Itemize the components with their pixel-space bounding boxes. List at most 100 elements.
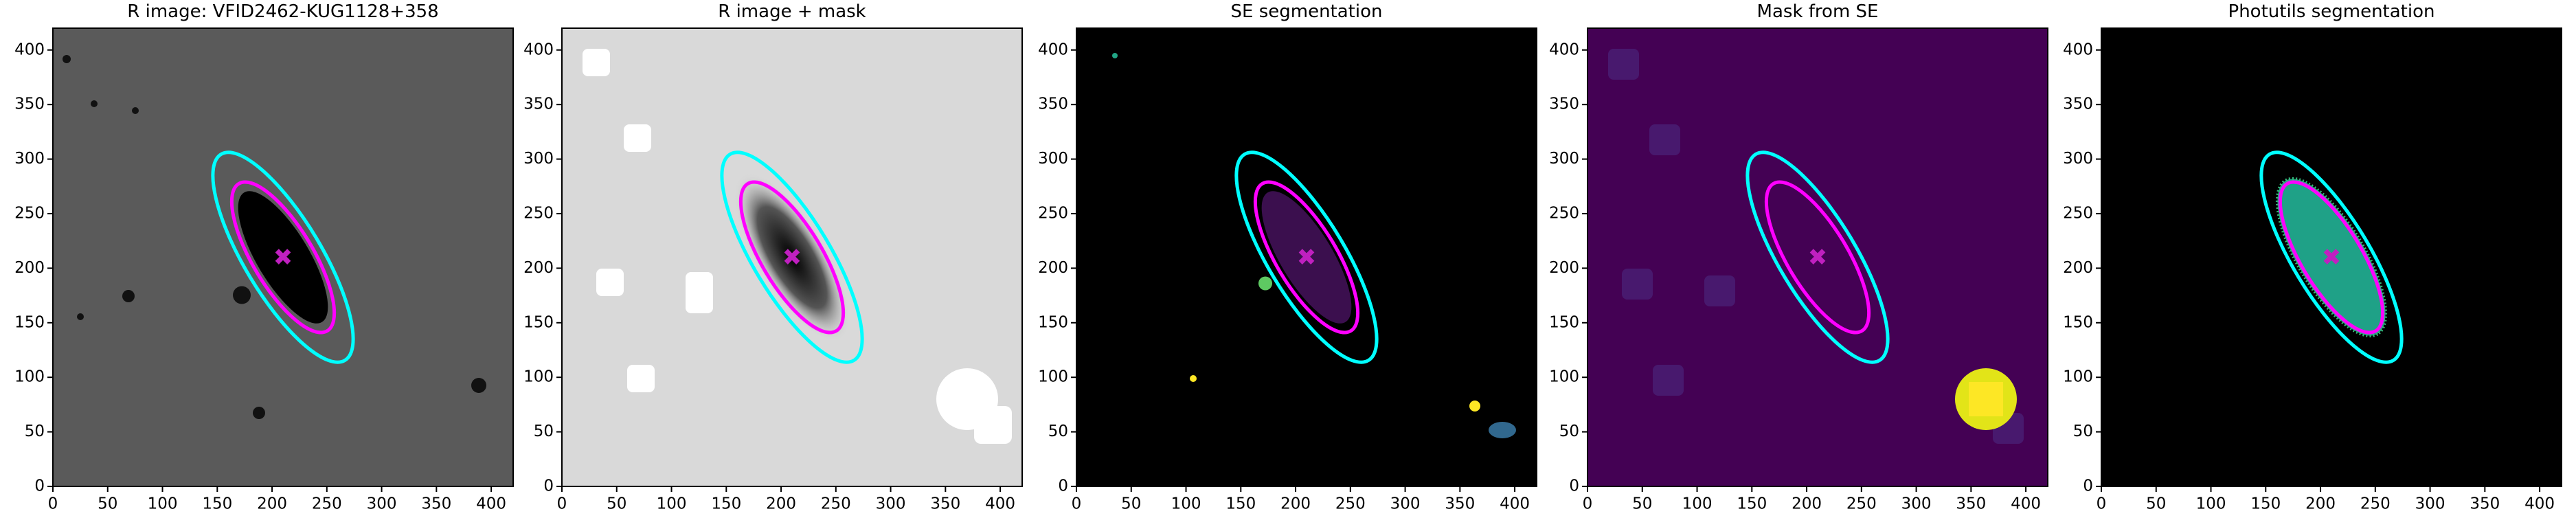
x-tick-label: 150 xyxy=(1737,495,1767,513)
galaxy xyxy=(238,191,328,324)
x-tick-label: 400 xyxy=(985,495,1015,513)
panel-title: SE segmentation xyxy=(1231,1,1383,22)
axes-frame xyxy=(561,27,1023,487)
cyan-ellipse xyxy=(1234,150,1379,364)
cyan-ellipse xyxy=(211,150,355,364)
mask-square xyxy=(1649,124,1680,155)
x-tick-label: 0 xyxy=(1072,495,1082,513)
x-tick-label: 200 xyxy=(2305,495,2336,513)
mask-square xyxy=(686,286,713,313)
mask-square xyxy=(583,49,610,76)
segment xyxy=(1258,276,1272,291)
x-tick-label: 300 xyxy=(876,495,906,513)
segment xyxy=(1261,191,1352,324)
magenta-ellipse xyxy=(2278,180,2385,335)
axes-frame xyxy=(1076,27,1537,487)
axes-frame xyxy=(2101,27,2562,487)
center-marker: ✖ xyxy=(1808,244,1828,271)
x-tick-label: 350 xyxy=(2470,495,2500,513)
x-tick-label: 0 xyxy=(557,495,567,513)
y-tick-label: 300 xyxy=(2063,150,2093,168)
y-tick-label: 400 xyxy=(1549,41,1579,58)
x-tick-label: 100 xyxy=(148,495,178,513)
y-tick-label: 400 xyxy=(2063,41,2093,58)
star xyxy=(122,290,135,302)
mask-square xyxy=(1608,49,1639,80)
star xyxy=(91,100,98,107)
center-marker: ✖ xyxy=(1297,244,1317,271)
x-tick-label: 300 xyxy=(1390,495,1421,513)
x-tick-label: 250 xyxy=(821,495,851,513)
y-tick-label: 150 xyxy=(14,313,45,331)
y-tick-label: 100 xyxy=(523,368,554,386)
y-tick-label: 100 xyxy=(1549,368,1579,386)
y-tick-label: 250 xyxy=(2063,204,2093,222)
galaxy xyxy=(734,172,850,342)
x-tick-label: 100 xyxy=(1171,495,1201,513)
y-tick-label: 350 xyxy=(14,95,45,113)
y-tick-label: 150 xyxy=(1549,313,1579,331)
x-tick-label: 200 xyxy=(1280,495,1311,513)
x-tick-label: 150 xyxy=(202,495,232,513)
y-tick-label: 400 xyxy=(523,41,554,58)
panel: ✖ R image + mask 0 50 100 150 200 250 300 350 400 0… xyxy=(523,1,1023,513)
y-tick-label: 200 xyxy=(2063,259,2093,277)
x-tick-label: 300 xyxy=(2415,495,2445,513)
y-tick-label: 250 xyxy=(14,204,45,222)
y-tick-label: 0 xyxy=(1569,477,1579,495)
y-tick-label: 150 xyxy=(1038,313,1068,331)
axes-frame xyxy=(52,27,514,487)
x-tick-label: 350 xyxy=(421,495,451,513)
y-tick-label: 300 xyxy=(1549,150,1579,168)
x-tick-label: 250 xyxy=(1846,495,1877,513)
y-tick-label: 350 xyxy=(523,95,554,113)
y-tick-label: 150 xyxy=(523,313,554,331)
mask-square xyxy=(1622,269,1653,300)
x-tick-label: 0 xyxy=(48,495,58,513)
mask-square xyxy=(1704,275,1735,306)
x-tick-label: 350 xyxy=(1445,495,1475,513)
x-tick-label: 0 xyxy=(1583,495,1593,513)
y-tick-label: 300 xyxy=(14,150,45,168)
star xyxy=(471,378,486,393)
segment xyxy=(1489,422,1516,438)
x-tick-label: 350 xyxy=(1956,495,1986,513)
y-tick-label: 150 xyxy=(2063,313,2093,331)
y-tick-label: 250 xyxy=(1038,204,1068,222)
y-tick-label: 350 xyxy=(2063,95,2093,113)
x-tick-label: 50 xyxy=(2146,495,2166,513)
y-tick-label: 50 xyxy=(1559,423,1579,440)
x-tick-label: 150 xyxy=(711,495,741,513)
y-tick-label: 50 xyxy=(534,423,554,440)
y-tick-label: 100 xyxy=(14,368,45,386)
x-tick-label: 50 xyxy=(607,495,626,513)
x-tick-label: 250 xyxy=(1335,495,1366,513)
y-tick-label: 350 xyxy=(1549,95,1579,113)
star xyxy=(63,55,71,63)
mask-square xyxy=(974,406,1012,444)
y-tick-label: 100 xyxy=(2063,368,2093,386)
y-tick-label: 400 xyxy=(14,41,45,58)
x-tick-label: 400 xyxy=(1500,495,1530,513)
y-tick-label: 0 xyxy=(1058,477,1068,495)
x-tick-label: 200 xyxy=(766,495,796,513)
x-tick-label: 150 xyxy=(2250,495,2281,513)
center-marker: ✖ xyxy=(273,244,293,271)
y-tick-label: 400 xyxy=(1038,41,1068,58)
x-tick-label: 350 xyxy=(930,495,960,513)
x-tick-label: 50 xyxy=(1632,495,1652,513)
segment xyxy=(1469,401,1480,412)
x-tick-label: 300 xyxy=(1901,495,1932,513)
segment xyxy=(1112,53,1118,58)
y-tick-label: 250 xyxy=(1549,204,1579,222)
panel: ✖ SE segmentation 0 50 100 150 200 250 300 350 400… xyxy=(1038,1,1537,513)
x-tick-label: 400 xyxy=(2524,495,2555,513)
y-tick-label: 200 xyxy=(523,259,554,277)
mask-square xyxy=(624,124,651,152)
x-tick-label: 100 xyxy=(657,495,687,513)
y-tick-label: 350 xyxy=(1038,95,1068,113)
center-marker: ✖ xyxy=(2322,244,2342,271)
x-tick-label: 200 xyxy=(1792,495,1822,513)
